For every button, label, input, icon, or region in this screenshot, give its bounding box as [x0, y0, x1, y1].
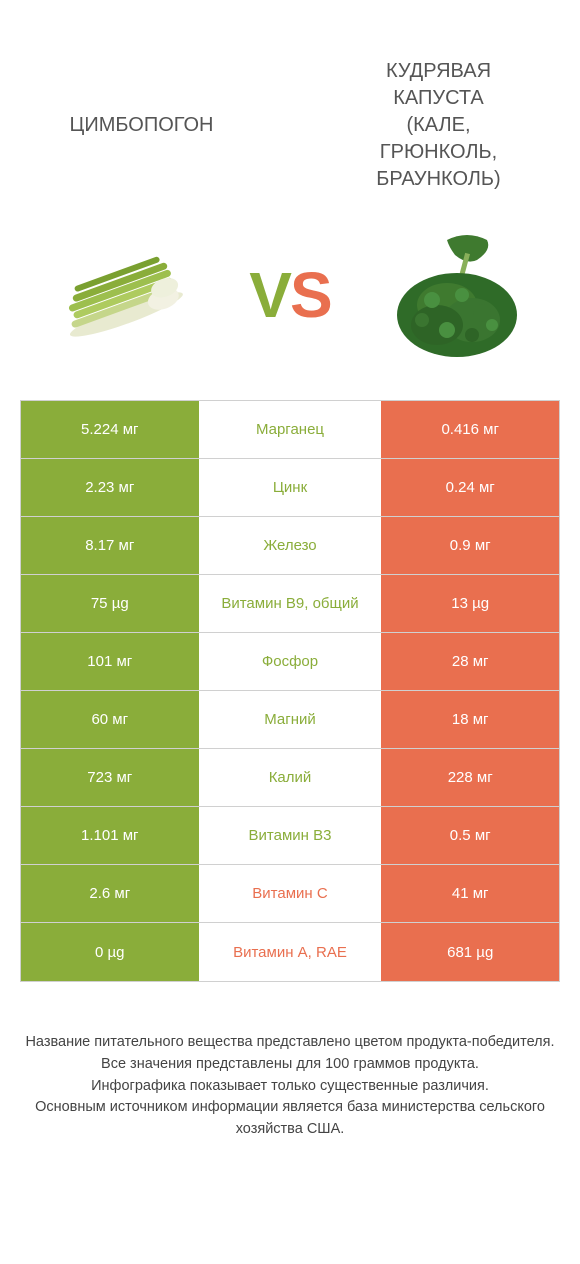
footer-line-2: Все значения представлены для 100 граммо… [24, 1054, 556, 1076]
right-title: КУДРЯВАЯ КАПУСТА (КАЛЕ, ГРЮНКОЛЬ, БРАУНК… [317, 58, 560, 193]
footer-line-3: Инфографика показывает только существенн… [24, 1076, 556, 1098]
right-value: 18 мг [381, 691, 559, 748]
left-value: 5.224 мг [21, 401, 199, 458]
vs-label: VS [249, 258, 330, 332]
nutrient-name: Витамин C [199, 865, 382, 922]
right-value: 13 µg [381, 575, 559, 632]
table-row: 2.23 мгЦинк0.24 мг [21, 459, 559, 517]
left-value: 723 мг [21, 749, 199, 806]
left-value: 8.17 мг [21, 517, 199, 574]
table-row: 60 мгМагний18 мг [21, 691, 559, 749]
vs-v: V [249, 259, 290, 331]
lemongrass-image [43, 225, 203, 365]
nutrient-name: Марганец [199, 401, 382, 458]
footer: Название питательного вещества представл… [0, 982, 580, 1161]
kale-image [377, 225, 537, 365]
left-value: 0 µg [21, 923, 199, 981]
left-value: 60 мг [21, 691, 199, 748]
table-row: 2.6 мгВитамин C41 мг [21, 865, 559, 923]
right-value: 41 мг [381, 865, 559, 922]
images-row: VS [0, 220, 580, 400]
left-title: ЦИМБОПОГОН [20, 112, 263, 139]
nutrient-name: Фосфор [199, 633, 382, 690]
nutrient-name: Витамин B9, общий [199, 575, 382, 632]
right-value: 28 мг [381, 633, 559, 690]
header: ЦИМБОПОГОН КУДРЯВАЯ КАПУСТА (КАЛЕ, ГРЮНК… [0, 0, 580, 220]
vs-s: S [290, 259, 331, 331]
right-value: 0.5 мг [381, 807, 559, 864]
table-row: 723 мгКалий228 мг [21, 749, 559, 807]
right-value: 0.24 мг [381, 459, 559, 516]
right-value: 0.9 мг [381, 517, 559, 574]
footer-line-4: Основным источником информации является … [24, 1097, 556, 1141]
footer-line-1: Название питательного вещества представл… [24, 1032, 556, 1054]
left-value: 101 мг [21, 633, 199, 690]
nutrient-name: Магний [199, 691, 382, 748]
nutrient-name: Витамин B3 [199, 807, 382, 864]
table-row: 0 µgВитамин A, RAE681 µg [21, 923, 559, 981]
table-row: 1.101 мгВитамин B30.5 мг [21, 807, 559, 865]
right-value: 228 мг [381, 749, 559, 806]
nutrient-name: Калий [199, 749, 382, 806]
left-value: 2.6 мг [21, 865, 199, 922]
left-value: 1.101 мг [21, 807, 199, 864]
table-row: 5.224 мгМарганец0.416 мг [21, 401, 559, 459]
nutrient-name: Витамин A, RAE [199, 923, 382, 981]
table-row: 101 мгФосфор28 мг [21, 633, 559, 691]
left-value: 75 µg [21, 575, 199, 632]
table-row: 8.17 мгЖелезо0.9 мг [21, 517, 559, 575]
table-row: 75 µgВитамин B9, общий13 µg [21, 575, 559, 633]
right-value: 0.416 мг [381, 401, 559, 458]
left-value: 2.23 мг [21, 459, 199, 516]
nutrient-name: Цинк [199, 459, 382, 516]
nutrient-table: 5.224 мгМарганец0.416 мг2.23 мгЦинк0.24 … [20, 400, 560, 982]
nutrient-name: Железо [199, 517, 382, 574]
right-value: 681 µg [381, 923, 559, 981]
